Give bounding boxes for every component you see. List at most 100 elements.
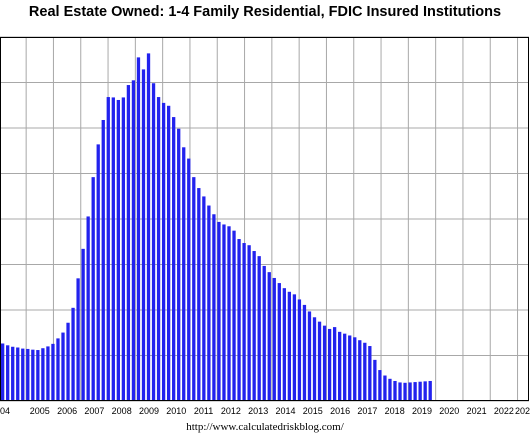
bar xyxy=(312,317,317,401)
chart-title: Real Estate Owned: 1-4 Family Residentia… xyxy=(28,4,502,20)
x-axis-ticks: 04 2005 2006 2007 2008 2009 2010 2011 2012 2013 20… xyxy=(0,406,530,416)
bar xyxy=(388,378,392,401)
x-tick-label: 2010 xyxy=(166,406,186,416)
bar xyxy=(6,345,10,401)
bar xyxy=(182,147,186,401)
bar xyxy=(358,340,362,401)
x-tick-label: 2021 xyxy=(467,406,487,416)
bar xyxy=(343,333,347,401)
bar xyxy=(322,325,327,401)
bar xyxy=(71,307,75,401)
bar xyxy=(141,69,146,402)
x-tick-label: 2020 xyxy=(439,406,459,416)
bar xyxy=(307,311,312,401)
bar xyxy=(111,97,115,401)
bar xyxy=(126,85,131,401)
bar xyxy=(26,348,30,401)
bar xyxy=(373,359,377,401)
bar xyxy=(317,321,322,401)
bar xyxy=(332,327,337,401)
bar-series xyxy=(1,53,432,402)
x-tick-label: 2015 xyxy=(303,406,323,416)
bar xyxy=(81,248,85,401)
bar xyxy=(418,381,422,401)
x-tick-label: 2017 xyxy=(357,406,377,416)
bar xyxy=(413,382,417,401)
bar xyxy=(292,294,297,401)
x-tick-label: 2018 xyxy=(385,406,405,416)
x-tick-label: 2007 xyxy=(84,406,104,416)
bar xyxy=(96,144,100,401)
x-tick-label: 2012 xyxy=(221,406,241,416)
x-tick-label: 2005 xyxy=(30,406,50,416)
bar xyxy=(262,265,266,401)
bar xyxy=(368,346,372,401)
plot-frame xyxy=(0,37,529,401)
bar xyxy=(51,343,55,401)
bar xyxy=(272,277,276,401)
bar xyxy=(212,214,216,401)
bar xyxy=(56,338,60,401)
bar xyxy=(187,158,191,401)
bar xyxy=(1,343,5,401)
bar xyxy=(227,226,231,401)
bar xyxy=(327,328,332,401)
bar xyxy=(383,375,387,401)
bar xyxy=(116,99,120,402)
bar xyxy=(131,80,136,401)
bar xyxy=(297,299,302,401)
bar xyxy=(197,188,201,401)
x-tick-label: 2008 xyxy=(112,406,132,416)
bar xyxy=(136,57,141,401)
bar xyxy=(428,380,432,401)
bar xyxy=(66,322,70,401)
x-tick-label: 2011 xyxy=(194,406,213,416)
bar xyxy=(403,382,407,401)
bar xyxy=(202,196,206,401)
bar xyxy=(398,382,402,401)
bar xyxy=(348,335,352,401)
bar xyxy=(277,283,281,401)
bar xyxy=(363,342,367,401)
bar xyxy=(31,349,35,401)
bar xyxy=(338,331,342,401)
bar xyxy=(353,337,357,401)
bar xyxy=(156,97,161,401)
x-tick-label: 2016 xyxy=(330,406,350,416)
bar xyxy=(91,177,95,401)
bar xyxy=(166,105,171,402)
bar xyxy=(302,304,307,401)
bar xyxy=(16,347,20,401)
x-tick-label: 2019 xyxy=(412,406,432,416)
bar xyxy=(378,370,382,401)
bar xyxy=(106,97,110,401)
bar xyxy=(21,348,25,401)
bar xyxy=(172,117,176,401)
bar xyxy=(423,381,427,401)
bar xyxy=(146,53,151,401)
bar xyxy=(282,288,286,401)
x-tick-label: 04 xyxy=(0,406,10,416)
bar xyxy=(393,380,397,401)
bar xyxy=(237,239,241,401)
bar xyxy=(217,221,221,401)
bar xyxy=(257,256,261,401)
bar xyxy=(11,346,15,401)
bar xyxy=(41,348,45,401)
x-tick-label: 202 xyxy=(515,406,530,416)
bar xyxy=(287,291,292,401)
x-tick-label: 2022 xyxy=(494,406,514,416)
bar xyxy=(76,278,80,401)
x-tick-label: 2009 xyxy=(139,406,159,416)
bar xyxy=(207,205,211,401)
x-tick-label: 2006 xyxy=(57,406,77,416)
bar xyxy=(222,224,226,401)
bar xyxy=(46,346,50,401)
x-tick-label: 2014 xyxy=(275,406,295,416)
bar xyxy=(408,382,412,401)
bar xyxy=(247,245,251,401)
bar xyxy=(177,128,181,401)
bar xyxy=(101,119,105,401)
bar xyxy=(161,102,166,401)
